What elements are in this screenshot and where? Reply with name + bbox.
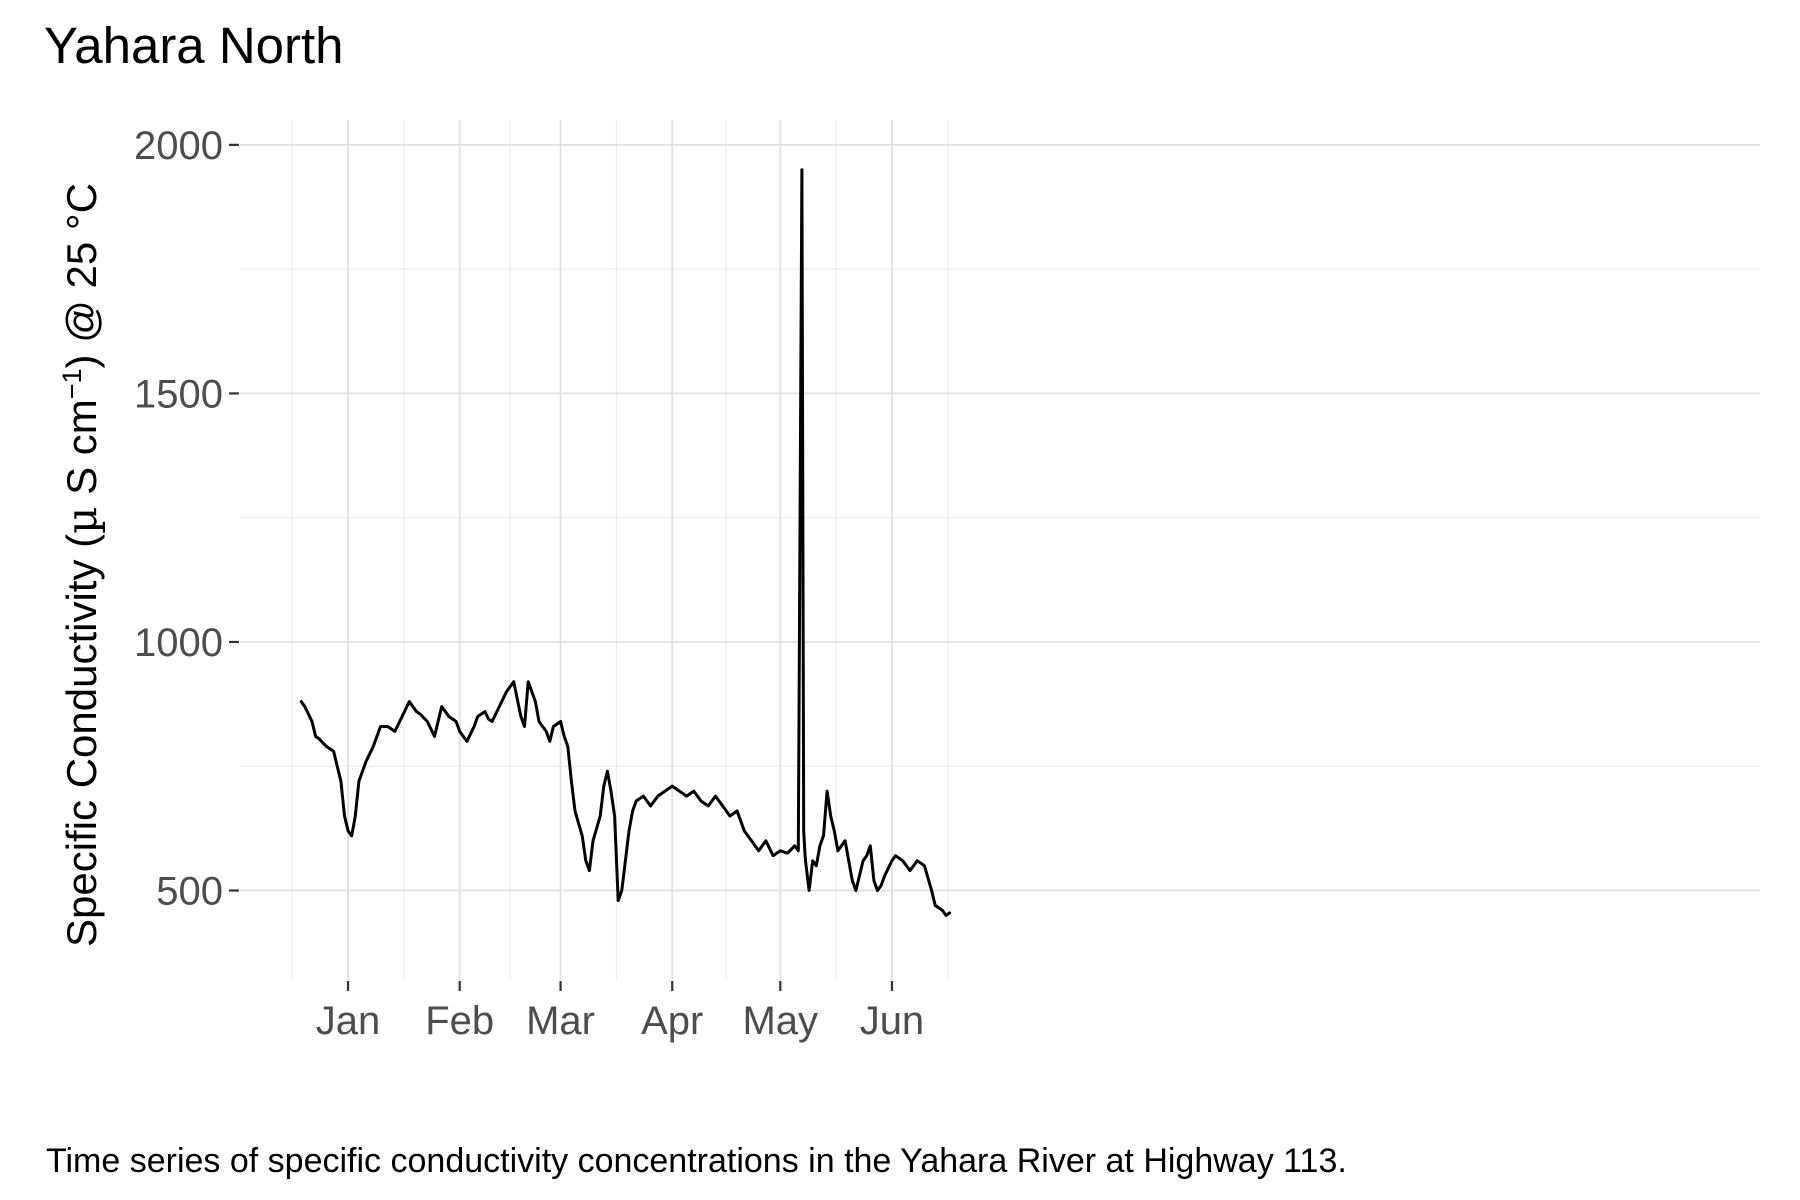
x-tick-label: May	[742, 999, 818, 1043]
y-tick-label: 1500	[134, 372, 223, 416]
y-axis-label-prefix: Specific Conductivity (	[58, 534, 105, 947]
x-tick-label: Apr	[641, 999, 703, 1043]
chart-title: Yahara North	[44, 17, 344, 74]
y-axis-label-mu: µ	[57, 507, 106, 534]
x-tick-label: Jun	[860, 999, 925, 1043]
figure-caption: Time series of specific conductivity con…	[46, 1142, 1347, 1180]
grid	[240, 120, 1760, 980]
series	[299, 168, 952, 917]
x-tick-label: Jan	[316, 999, 381, 1043]
y-tick-label: 1000	[134, 621, 223, 665]
x-tick-label: Feb	[425, 999, 494, 1043]
y-axis-label-exponent: −1	[57, 368, 87, 399]
x-tick-label: Mar	[526, 999, 595, 1043]
y-axis-label-unit: S cm	[58, 399, 105, 506]
tick-labels: 500 1000 1500 2000 Jan Feb Mar Apr May Jun	[134, 124, 924, 1043]
y-axis-label-suffix: ) @ 25 °C	[58, 183, 105, 368]
series-line	[299, 168, 952, 917]
y-tick-label: 2000	[134, 124, 223, 168]
y-tick-label: 500	[156, 870, 223, 914]
axis-ticks	[229, 143, 894, 991]
y-axis-label: Specific Conductivity (µ S cm−1) @ 25 °C	[57, 183, 106, 947]
